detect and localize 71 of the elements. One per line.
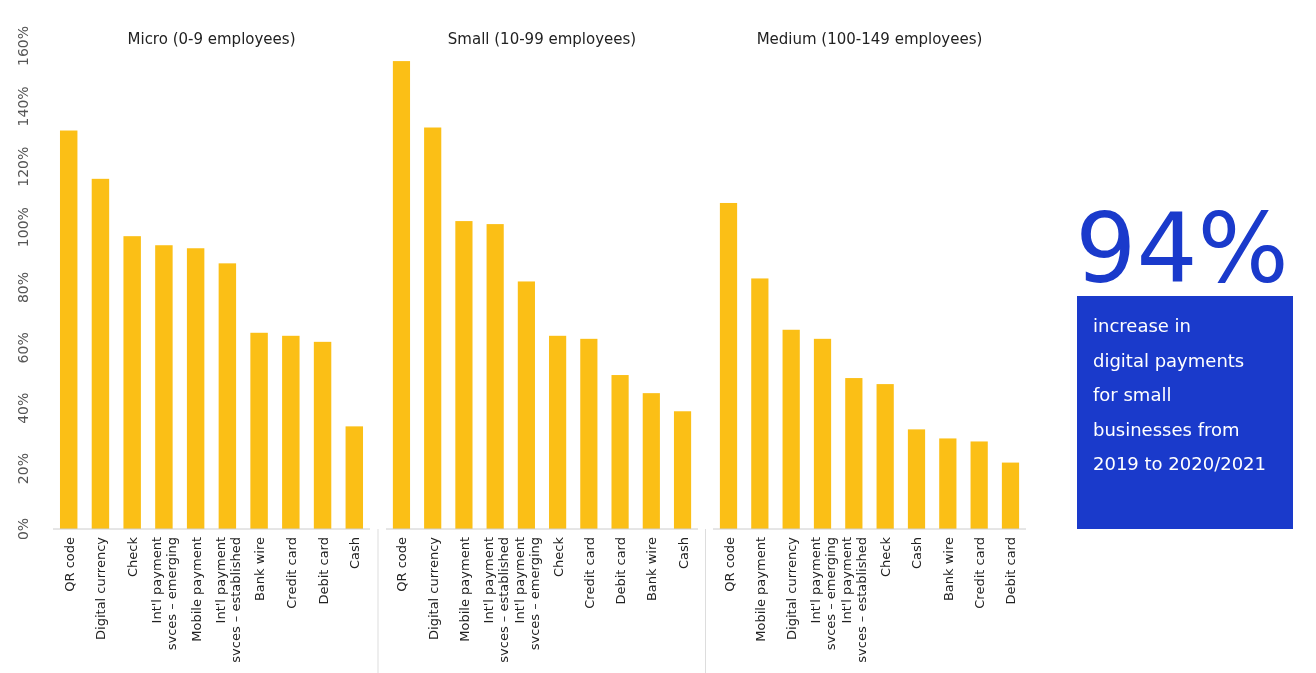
bar [939,438,957,529]
x-tick-label: Digital currency [425,536,441,640]
x-tick-label: Int'l payment svces – emerging [149,537,180,651]
bar [218,263,237,529]
x-tick-label: Credit card [972,537,988,609]
y-tick-label: 100% [15,207,31,248]
bar [845,378,863,529]
bar [673,411,692,529]
x-tick-label: Debit card [613,537,629,605]
y-tick-label: 140% [15,86,31,127]
bar [155,245,173,529]
y-tick-label: 0% [15,517,31,541]
bar [782,329,800,529]
y-tick-label: 60% [15,332,31,364]
bar [91,178,110,529]
x-tick-label: QR code [61,537,77,592]
chart-title: Medium (100-149 employees) [756,30,983,48]
x-tick-label: Check [878,536,894,577]
x-tick-label: Debit card [315,537,331,605]
chart-title: Small (10-99 employees) [447,30,637,48]
x-tick-label: Cash [909,537,925,570]
bar [59,130,78,529]
x-tick-label: QR code [394,537,410,592]
bar [313,341,332,529]
x-tick-label: Digital currency [784,536,800,640]
bar [751,278,769,529]
x-tick-label: Credit card [581,537,597,609]
x-tick-label: Bank wire [940,537,956,602]
bar [123,236,141,529]
bar [813,338,832,529]
bar [345,426,364,529]
y-tick-label: 20% [15,453,31,485]
x-tick-label: Int'l payment svces – emerging [808,537,838,651]
bar [907,429,926,529]
y-tick-label: 40% [15,392,31,424]
x-tick-label: Check [125,536,141,577]
bar [282,335,300,529]
bar [1001,462,1020,529]
bar [642,393,660,529]
x-tick-label: Cash [675,537,691,570]
x-tick-label: Bank wire [644,537,660,602]
bar [611,375,629,529]
bar [876,384,894,529]
bar [392,61,411,529]
x-tick-label: Debit card [1003,537,1019,605]
bar [424,127,442,529]
bar [250,332,268,529]
bar [580,338,598,529]
x-tick-label: Check [550,536,566,577]
text: 94% [1075,193,1289,305]
y-tick-label: 80% [15,271,31,304]
bar [455,221,473,529]
x-tick-label: Mobile payment [456,537,472,642]
bar [970,441,988,529]
y-tick-label: 160% [15,25,31,67]
y-tick-label: 120% [15,146,31,187]
bar [517,281,535,529]
x-tick-label: Int'l payment svces – established [480,537,511,663]
chart-title: Micro (0-9 employees) [127,30,296,48]
x-tick-label: Mobile payment [752,537,768,642]
bar [719,202,738,529]
x-tick-label: Mobile payment [188,537,204,642]
bar [186,248,205,529]
x-tick-label: Bank wire [252,537,268,602]
x-tick-label: Cash [347,537,363,570]
x-tick-label: QR code [721,537,737,592]
bar [486,224,504,529]
text: increase in digital payments for small businesses from 2019 to 2020/2021 [1093,315,1267,474]
bar [549,335,567,529]
x-tick-label: Digital currency [93,536,109,640]
x-tick-label: Credit card [283,537,299,609]
